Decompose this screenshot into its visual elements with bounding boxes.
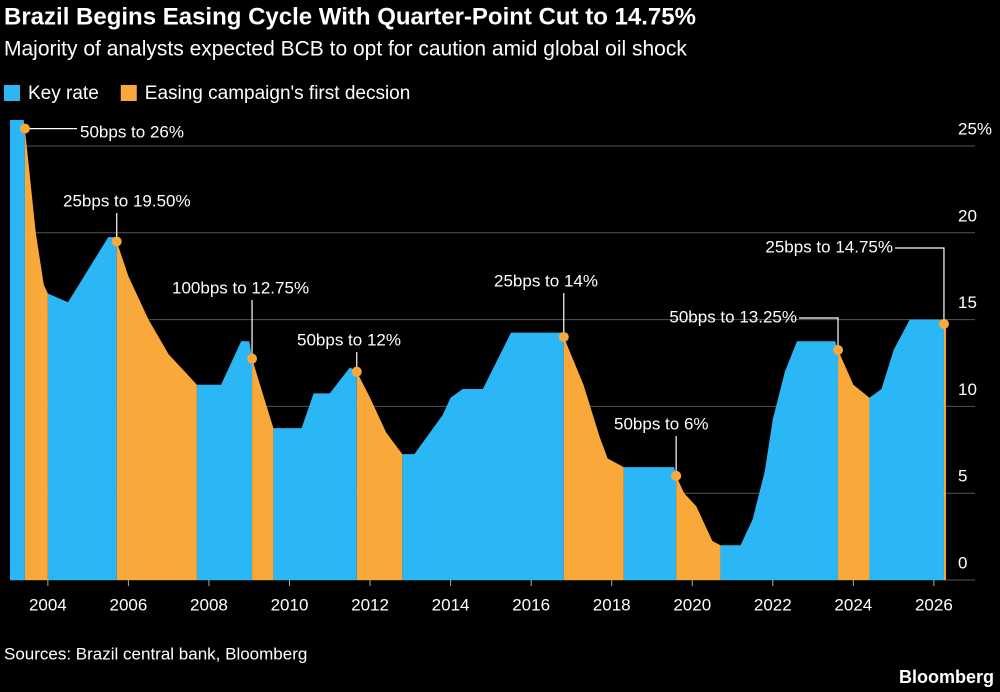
area (943, 323, 946, 580)
annotation-point (351, 366, 362, 377)
area (252, 358, 274, 580)
y-tick-label: 15 (958, 293, 977, 312)
area (720, 341, 839, 580)
area (869, 319, 944, 580)
brand: Bloomberg (899, 667, 994, 687)
y-tick-label: 0 (958, 553, 967, 572)
x-tick-label: 2024 (834, 595, 872, 614)
chart-subtitle: Majority of analysts expected BCB to opt… (4, 38, 687, 61)
y-tick-label: 20 (958, 206, 977, 225)
chart-title: Brazil Begins Easing Cycle With Quarter-… (4, 3, 696, 30)
area (838, 349, 870, 580)
annotation-point (19, 123, 30, 134)
area (563, 336, 624, 580)
x-tick-label: 2026 (915, 595, 953, 614)
area (47, 237, 117, 580)
annotation-label: 50bps to 12% (297, 330, 401, 349)
annotation-label: 25bps to 19.50% (63, 191, 191, 210)
area (356, 371, 403, 580)
x-tick-label: 2022 (754, 595, 792, 614)
annotation-point (247, 353, 258, 364)
source: Sources: Brazil central bank, Bloomberg (4, 644, 307, 663)
area (273, 367, 357, 580)
area (676, 475, 721, 580)
annotation-label: 25bps to 14% (494, 271, 598, 290)
area (402, 332, 564, 580)
x-tick-label: 2006 (109, 595, 147, 614)
legend-label: Easing campaign's first decsion (145, 83, 411, 104)
x-tick-label: 2014 (432, 595, 470, 614)
x-tick-label: 2010 (271, 595, 309, 614)
legend-label: Key rate (28, 83, 99, 104)
annotation-label: 25bps to 14.75% (765, 237, 893, 256)
y-tick-label: 25% (958, 119, 992, 138)
annotation-point (833, 344, 844, 355)
x-tick-label: 2016 (512, 595, 550, 614)
area (24, 128, 48, 580)
x-tick-label: 2008 (190, 595, 228, 614)
x-tick-label: 2020 (673, 595, 711, 614)
annotation-point (671, 470, 682, 481)
annotation-line (799, 317, 839, 350)
annotation-label: 50bps to 26% (80, 122, 184, 141)
annotation-point (111, 236, 122, 247)
legend-swatch (120, 85, 137, 101)
annotation-label: 50bps to 6% (614, 414, 709, 433)
annotation-point (558, 331, 569, 342)
x-tick-label: 2004 (29, 595, 67, 614)
legend-swatch (4, 85, 20, 101)
x-tick-label: 2012 (351, 595, 389, 614)
annotation-label: 100bps to 12.75% (172, 278, 309, 297)
y-tick-label: 5 (958, 467, 967, 486)
x-tick-label: 2018 (593, 595, 631, 614)
area (10, 119, 25, 581)
area (623, 467, 677, 580)
area (116, 241, 197, 581)
annotation-point (938, 318, 949, 329)
annotation-label: 50bps to 13.25% (669, 307, 797, 326)
annotation-line (895, 247, 945, 324)
area (196, 341, 253, 580)
y-tick-label: 10 (958, 380, 977, 399)
